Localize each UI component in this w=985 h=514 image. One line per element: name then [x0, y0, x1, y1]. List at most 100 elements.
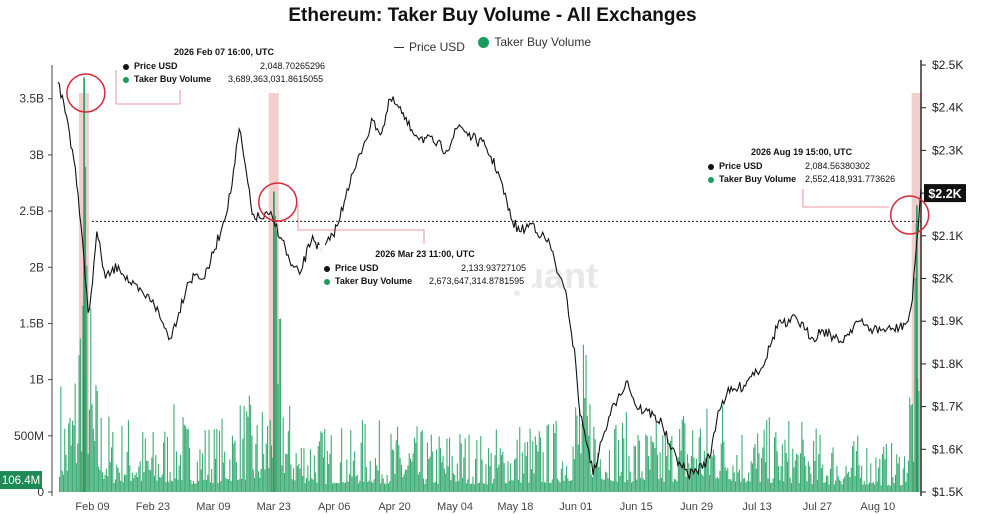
volume-bar: [475, 459, 477, 492]
volume-bar: [118, 472, 120, 492]
price-dot-icon: [324, 265, 330, 272]
volume-bar: [619, 475, 621, 492]
volume-bar: [459, 434, 461, 492]
volume-bar: [850, 467, 852, 492]
volume-bar: [754, 443, 756, 492]
volume-bar: [584, 398, 586, 492]
volume-bar: [751, 463, 753, 492]
volume-bar: [642, 478, 644, 492]
volume-bar: [229, 459, 231, 492]
volume-bar: [868, 482, 870, 492]
volume-bar: [560, 468, 562, 492]
volume-bar: [393, 450, 395, 492]
volume-bar: [701, 473, 703, 492]
volume-bar: [534, 436, 536, 492]
highlight-circle: [889, 195, 930, 235]
volume-bar: [681, 419, 683, 492]
volume-bar: [62, 474, 64, 492]
volume-bar: [554, 433, 556, 492]
x-axis-tick-label: Feb 09: [75, 501, 109, 513]
volume-bar: [538, 431, 540, 492]
volume-bar: [532, 441, 534, 492]
volume-bar: [339, 462, 341, 492]
volume-bar: [449, 437, 451, 492]
tooltip-time: 2026 Mar 23 11:00, UTC: [375, 249, 475, 259]
volume-bar: [498, 464, 500, 492]
volume-bar: [182, 417, 184, 492]
volume-bar: [506, 483, 508, 492]
volume-bar: [707, 457, 709, 492]
current-value-badges: $2.2K 106.4M: [0, 184, 966, 490]
volume-bar: [663, 481, 665, 492]
legend[interactable]: Price USD Taker Buy Volume: [0, 35, 985, 54]
volume-bar: [719, 470, 721, 492]
volume-bar: [733, 472, 735, 492]
volume-bar: [562, 461, 564, 492]
volume-dot-icon: [708, 176, 714, 183]
volume-bar: [101, 472, 103, 492]
volume-bar: [706, 408, 708, 492]
volume-bar: [818, 454, 820, 492]
volume-bar: [547, 424, 549, 492]
x-axis-tick-label: May 18: [497, 501, 533, 513]
volume-bar: [846, 473, 848, 492]
volume-bar: [263, 454, 265, 492]
volume-bar: [742, 478, 744, 492]
volume-bar: [793, 467, 795, 492]
volume-bar: [519, 427, 521, 492]
volume-bar: [387, 483, 389, 492]
volume-bar: [636, 479, 638, 492]
volume-bar: [241, 478, 243, 492]
volume-bar: [633, 445, 635, 492]
volume-bar: [816, 479, 818, 492]
volume-bar: [802, 439, 804, 492]
volume-bar: [774, 437, 776, 492]
current-price-label: $2.2K: [928, 187, 961, 201]
volume-bar: [861, 465, 863, 492]
x-axis-tick-label: Jul 27: [803, 501, 832, 513]
volume-bar: [315, 472, 317, 492]
volume-bar: [741, 435, 743, 492]
volume-bar: [351, 476, 353, 492]
volume-bar: [759, 482, 761, 492]
volume-bar: [325, 483, 327, 492]
volume-bar: [800, 453, 802, 492]
volume-bar: [90, 308, 92, 492]
volume-bar: [324, 428, 326, 492]
volume-bar: [888, 484, 890, 492]
volume-bar: [784, 439, 786, 492]
legend-item-volume[interactable]: Taker Buy Volume: [478, 35, 591, 49]
volume-bar: [638, 440, 640, 492]
volume-bar: [497, 467, 499, 492]
volume-bar: [749, 481, 751, 492]
volume-bar: [447, 466, 449, 492]
volume-bar: [202, 453, 204, 492]
volume-bar: [902, 468, 904, 492]
legend-item-price[interactable]: Price USD: [393, 40, 465, 54]
volume-bar: [313, 455, 315, 492]
tooltip-time: 2026 Aug 19 15:00, UTC: [750, 147, 853, 157]
volume-bar: [242, 438, 244, 492]
volume-bar: [482, 483, 484, 492]
volume-bar: [478, 482, 480, 492]
volume-bar: [598, 467, 600, 492]
volume-bar: [524, 442, 526, 492]
volume-bar: [555, 421, 557, 492]
volume-bar: [893, 483, 895, 492]
volume-bar: [411, 461, 413, 492]
volume-bar: [764, 462, 766, 492]
volume-bar: [403, 474, 405, 492]
volume-bar: [780, 466, 782, 492]
volume-bar: [761, 458, 763, 492]
volume-bar: [714, 455, 716, 492]
volume-bar: [859, 477, 861, 492]
annotation-tooltip: 2026 Aug 19 15:00, UTC Price USD 2,084.56…: [702, 143, 902, 189]
volume-bar: [854, 475, 856, 492]
volume-bar: [504, 482, 506, 492]
volume-bar: [580, 453, 582, 492]
volume-bar: [204, 430, 206, 492]
volume-bar: [758, 453, 760, 492]
volume-bar: [884, 459, 886, 492]
volume-bar: [832, 447, 834, 492]
